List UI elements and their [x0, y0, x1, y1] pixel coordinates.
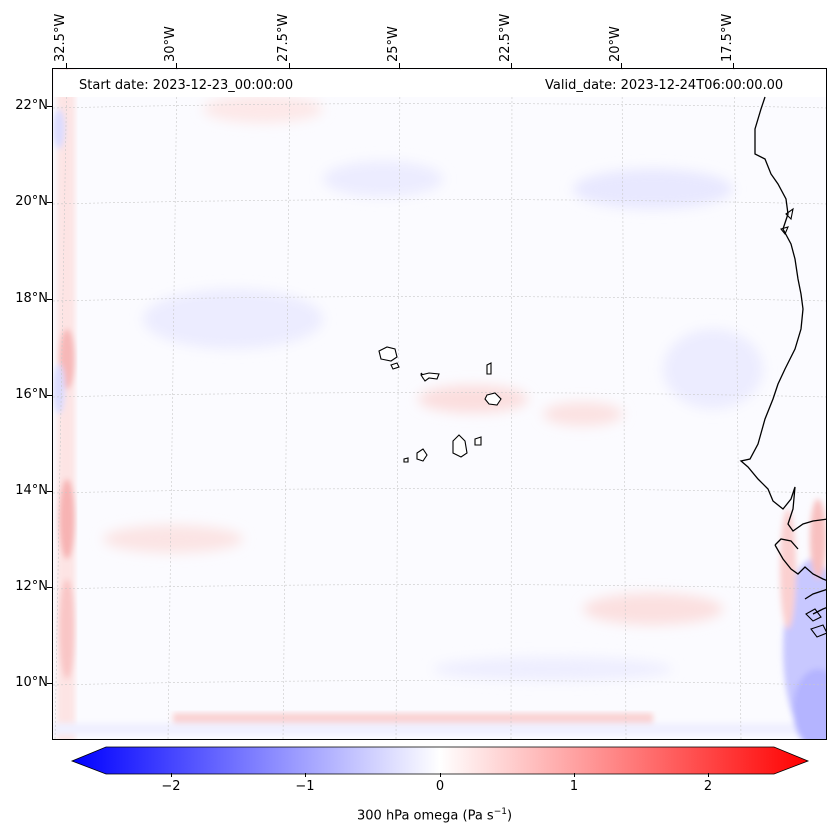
island-brava — [403, 457, 409, 463]
lat-label-14n: 14°N — [15, 483, 48, 498]
edge-band-east — [780, 499, 826, 739]
lon-tick — [511, 63, 512, 68]
graticule — [53, 69, 826, 739]
colorbar-title: 300 hPa omega (Pa s−1) — [357, 807, 513, 824]
lon-tick — [733, 63, 734, 68]
lon-tick — [621, 63, 622, 68]
colorbar-tick — [708, 773, 709, 777]
lat-tick — [47, 299, 52, 300]
colorbar-tick — [440, 773, 441, 777]
lat-tick — [47, 491, 52, 492]
lat-tick — [47, 683, 52, 684]
valid-date-label: Valid_date: 2023-12-24T06:00:00.00 — [545, 78, 784, 93]
colorbar-tick — [305, 773, 306, 777]
lon-tick — [399, 63, 400, 68]
lon-label-32-5w: 32.5°W — [53, 13, 68, 62]
lon-tick — [66, 63, 67, 68]
colorbar-tick — [171, 773, 172, 777]
lon-tick — [289, 63, 290, 68]
colorbar-tick-label-0: 0 — [435, 779, 445, 794]
start-date-label: Start date: 2023-12-23_00:00:00 — [79, 78, 294, 93]
lat-tick — [47, 106, 52, 107]
omega-patches — [103, 95, 763, 681]
colorbar-tick — [574, 773, 575, 777]
lon-label-22-5w: 22.5°W — [498, 13, 513, 62]
lat-label-10n: 10°N — [15, 675, 48, 690]
edge-band-west — [53, 69, 75, 739]
island-santiago — [452, 434, 468, 458]
edge-band-south — [53, 713, 826, 735]
colorbar-tick-label-1: 1 — [569, 779, 579, 794]
lat-label-18n: 18°N — [15, 291, 48, 306]
colorbar-tick-label-neg1: −1 — [295, 779, 315, 794]
lat-label-12n: 12°N — [15, 579, 48, 594]
omega-field-map — [53, 69, 826, 739]
island-maio — [474, 436, 482, 446]
island-sao-vicente — [390, 362, 400, 370]
coastal-islands — [780, 207, 826, 638]
lon-label-20w: 20°W — [608, 26, 623, 62]
island-sal — [486, 362, 492, 375]
lat-tick — [47, 202, 52, 203]
colorbar — [70, 746, 810, 775]
island-santo-antao — [378, 346, 398, 362]
lon-label-17-5w: 17.5°W — [720, 13, 735, 62]
lon-label-27-5w: 27.5°W — [276, 13, 291, 62]
coastline — [739, 96, 826, 615]
lon-label-30w: 30°W — [163, 26, 178, 62]
island-boa-vista — [484, 392, 502, 406]
map-panel[interactable] — [52, 68, 827, 740]
lat-label-20n: 20°N — [15, 194, 48, 209]
colorbar-tick-label-neg2: −2 — [161, 779, 181, 794]
lat-tick — [47, 395, 52, 396]
colorbar-tick-label-2: 2 — [703, 779, 713, 794]
lon-tick — [176, 63, 177, 68]
island-fogo — [416, 448, 428, 462]
lat-label-16n: 16°N — [15, 387, 48, 402]
lat-tick — [47, 587, 52, 588]
cape-verde-islands — [378, 346, 502, 463]
lon-label-25w: 25°W — [386, 26, 401, 62]
island-sao-nicolau — [420, 372, 440, 382]
lat-label-22n: 22°N — [15, 98, 48, 113]
